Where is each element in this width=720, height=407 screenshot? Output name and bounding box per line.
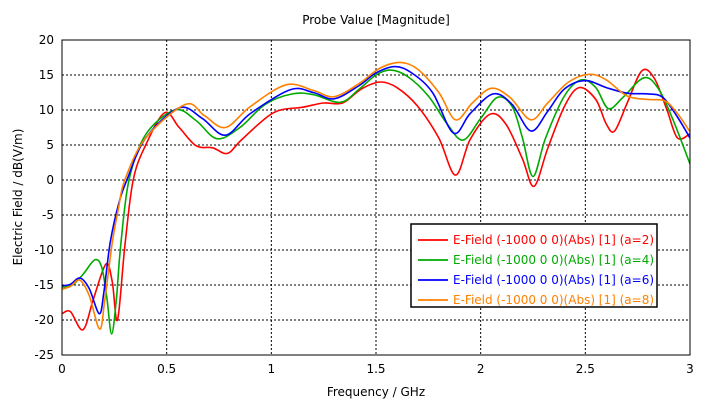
chart-title: Probe Value [Magnitude] (302, 13, 450, 27)
series-line-3 (62, 65, 690, 315)
x-axis-label: Frequency / GHz (327, 385, 425, 399)
legend-label: E-Field (-1000 0 0)(Abs) [1] (a=6) (453, 273, 654, 287)
y-tick-label: 15 (39, 68, 54, 82)
legend-label: E-Field (-1000 0 0)(Abs) [1] (a=2) (453, 233, 654, 247)
y-tick-label: -20 (34, 313, 54, 327)
y-tick-label: 5 (46, 138, 54, 152)
x-tick-label: 0.5 (157, 362, 176, 376)
y-axis-label: Electric Field / dB(V/m) (11, 129, 25, 266)
x-tick-label: 1.5 (366, 362, 385, 376)
y-tick-label: 10 (39, 103, 54, 117)
series-line-4 (62, 61, 690, 330)
y-tick-label: 20 (39, 33, 54, 47)
x-tick-label: 1 (268, 362, 276, 376)
legend-label: E-Field (-1000 0 0)(Abs) [1] (a=8) (453, 293, 654, 307)
legend-box (410, 223, 658, 308)
x-tick-label: 3 (686, 362, 694, 376)
x-tick-label: 0 (58, 362, 66, 376)
x-tick-label: 2 (477, 362, 485, 376)
y-tick-label: -25 (34, 348, 54, 362)
series-line-1 (62, 68, 690, 331)
legend: E-Field (-1000 0 0)(Abs) [1] (a=2) E-Fiel… (410, 223, 658, 308)
series-lines (62, 61, 690, 335)
legend-label: E-Field (-1000 0 0)(Abs) [1] (a=4) (453, 253, 654, 267)
y-tick-label: 0 (46, 173, 54, 187)
x-tick-label: 2.5 (576, 362, 595, 376)
tick-labels: 0 0.5 1 1.5 2 2.5 3 -25 -20 -15 -10 -5 0 5 10 15 20 (34, 33, 693, 376)
y-tick-label: -10 (34, 243, 54, 257)
y-tick-label: -5 (42, 208, 54, 222)
y-tick-label: -15 (34, 278, 54, 292)
plot-frame (61, 39, 691, 356)
